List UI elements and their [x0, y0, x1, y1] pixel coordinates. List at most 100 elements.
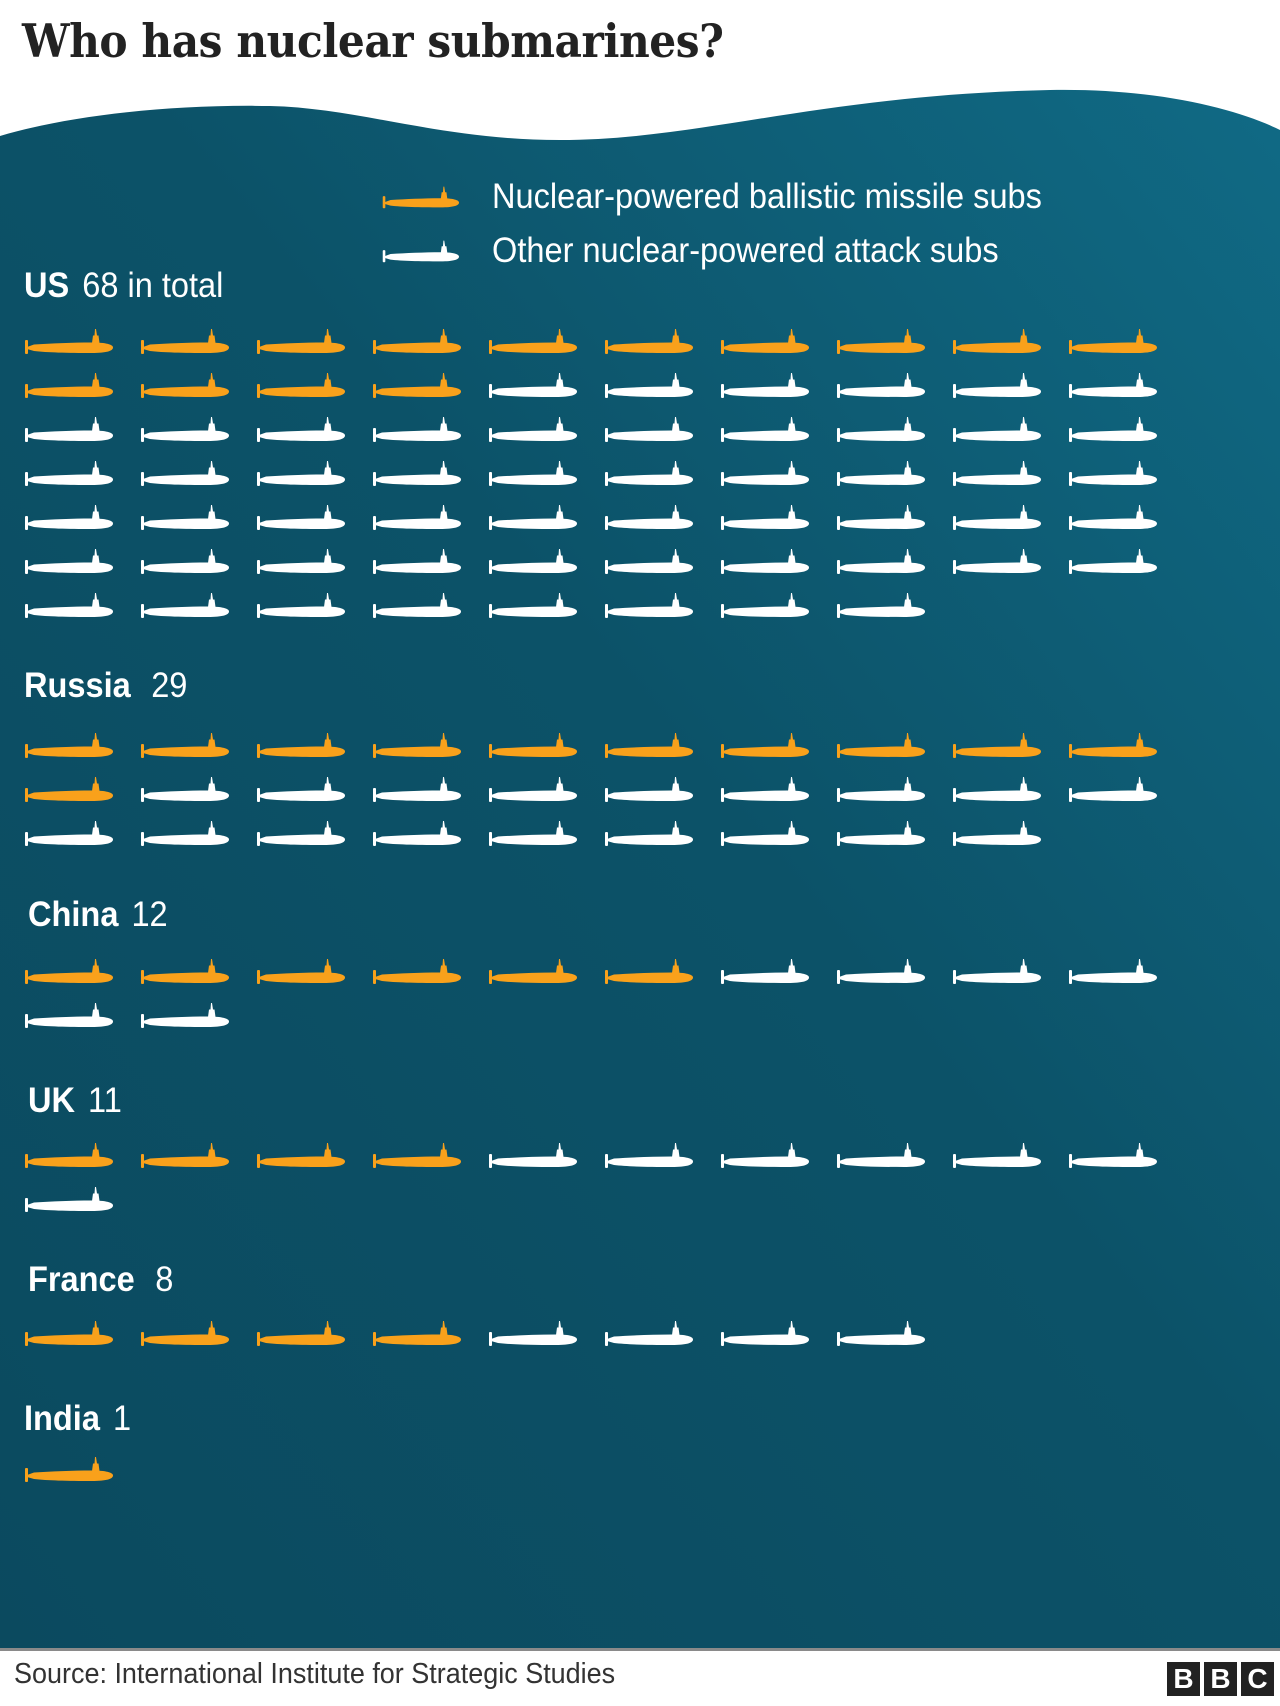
- orange-submarine-icon: [376, 184, 464, 210]
- orange-submarine-icon: [138, 730, 230, 760]
- orange-submarine-icon: [22, 1140, 114, 1170]
- orange-submarine-icon: [602, 326, 694, 356]
- white-submarine-icon: [138, 502, 230, 532]
- country-label-russia: Russia 29: [24, 666, 187, 706]
- white-submarine-icon: [138, 1000, 230, 1030]
- orange-submarine-icon: [138, 370, 230, 400]
- orange-submarine-icon: [22, 370, 114, 400]
- orange-submarine-icon: [22, 326, 114, 356]
- white-submarine-icon: [370, 818, 462, 848]
- white-submarine-icon: [370, 502, 462, 532]
- white-submarine-icon: [370, 546, 462, 576]
- white-submarine-icon: [22, 458, 114, 488]
- orange-submarine-icon: [22, 774, 114, 804]
- country-label-us: US 68 in total: [24, 266, 223, 306]
- white-submarine-icon: [486, 502, 578, 532]
- white-submarine-icon: [1066, 1140, 1158, 1170]
- white-submarine-icon: [22, 1184, 114, 1214]
- country-name: India: [24, 1399, 100, 1438]
- white-submarine-icon: [718, 370, 810, 400]
- white-submarine-icon: [138, 774, 230, 804]
- country-count: 68 in total: [82, 266, 224, 305]
- white-submarine-icon: [834, 1140, 926, 1170]
- white-submarine-icon: [718, 1318, 810, 1348]
- orange-submarine-icon: [254, 370, 346, 400]
- white-submarine-icon: [254, 502, 346, 532]
- white-submarine-icon: [22, 1000, 114, 1030]
- white-submarine-icon: [486, 774, 578, 804]
- white-submarine-icon: [950, 458, 1042, 488]
- white-submarine-icon: [718, 546, 810, 576]
- white-submarine-icon: [950, 818, 1042, 848]
- white-submarine-icon: [834, 956, 926, 986]
- white-submarine-icon: [950, 956, 1042, 986]
- white-submarine-icon: [22, 546, 114, 576]
- orange-submarine-icon: [602, 956, 694, 986]
- orange-submarine-icon: [370, 730, 462, 760]
- orange-submarine-icon: [370, 1318, 462, 1348]
- white-submarine-icon: [254, 546, 346, 576]
- country-label-uk: UK 11: [28, 1081, 122, 1121]
- white-submarine-icon: [834, 590, 926, 620]
- white-submarine-icon: [602, 370, 694, 400]
- orange-submarine-icon: [254, 730, 346, 760]
- bbc-logo: B B C: [1167, 1662, 1274, 1696]
- orange-submarine-icon: [254, 1140, 346, 1170]
- white-submarine-icon: [486, 1318, 578, 1348]
- orange-submarine-icon: [1066, 730, 1158, 760]
- white-submarine-icon: [486, 370, 578, 400]
- white-submarine-icon: [486, 414, 578, 444]
- legend-label: Other nuclear-powered attack subs: [492, 231, 999, 270]
- country-name: UK: [28, 1081, 76, 1120]
- legend-item-ballistic: Nuclear-powered ballistic missile subs: [376, 177, 1083, 217]
- orange-submarine-icon: [254, 956, 346, 986]
- white-submarine-icon: [718, 774, 810, 804]
- white-submarine-icon: [834, 1318, 926, 1348]
- white-submarine-icon: [602, 1140, 694, 1170]
- source-note: Source: International Institute for Stra…: [14, 1658, 616, 1690]
- white-submarine-icon: [718, 502, 810, 532]
- white-submarine-icon: [486, 458, 578, 488]
- white-submarine-icon: [950, 1140, 1042, 1170]
- white-submarine-icon: [834, 502, 926, 532]
- white-submarine-icon: [602, 1318, 694, 1348]
- white-submarine-icon: [718, 956, 810, 986]
- orange-submarine-icon: [1066, 326, 1158, 356]
- orange-submarine-icon: [22, 1454, 114, 1484]
- white-submarine-icon: [370, 590, 462, 620]
- orange-submarine-icon: [370, 326, 462, 356]
- country-name: China: [28, 895, 119, 934]
- country-count: 8: [155, 1260, 174, 1299]
- white-submarine-icon: [950, 414, 1042, 444]
- country-label-india: India 1: [24, 1399, 131, 1439]
- white-submarine-icon: [1066, 774, 1158, 804]
- orange-submarine-icon: [486, 326, 578, 356]
- white-submarine-icon: [376, 238, 464, 264]
- orange-submarine-icon: [138, 1140, 230, 1170]
- white-submarine-icon: [486, 818, 578, 848]
- orange-submarine-icon: [138, 1318, 230, 1348]
- white-submarine-icon: [486, 590, 578, 620]
- orange-submarine-icon: [138, 326, 230, 356]
- country-count: 1: [112, 1399, 132, 1438]
- orange-submarine-icon: [138, 956, 230, 986]
- bbc-logo-letter: B: [1204, 1662, 1237, 1696]
- country-name: France: [28, 1260, 135, 1299]
- orange-submarine-icon: [602, 730, 694, 760]
- white-submarine-icon: [602, 502, 694, 532]
- white-submarine-icon: [22, 414, 114, 444]
- white-submarine-icon: [1066, 414, 1158, 444]
- white-submarine-icon: [834, 414, 926, 444]
- white-submarine-icon: [602, 818, 694, 848]
- white-submarine-icon: [1066, 458, 1158, 488]
- footer-divider: [0, 1648, 1280, 1651]
- white-submarine-icon: [1066, 502, 1158, 532]
- country-count: 29: [151, 666, 188, 705]
- white-submarine-icon: [138, 818, 230, 848]
- white-submarine-icon: [370, 414, 462, 444]
- white-submarine-icon: [1066, 370, 1158, 400]
- orange-submarine-icon: [834, 730, 926, 760]
- orange-submarine-icon: [718, 326, 810, 356]
- white-submarine-icon: [138, 458, 230, 488]
- white-submarine-icon: [22, 502, 114, 532]
